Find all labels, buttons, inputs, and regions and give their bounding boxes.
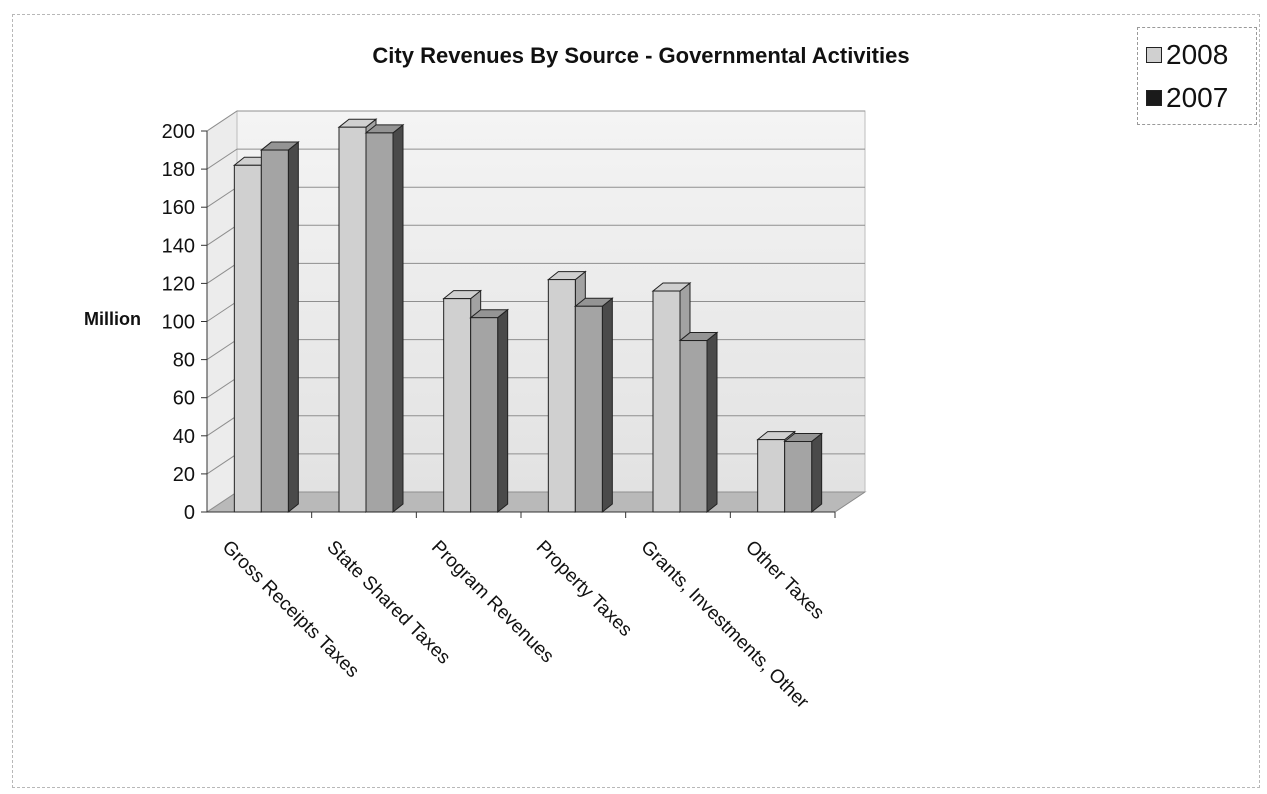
bar-2007-grants-investments-other (679, 340, 708, 513)
bar-2007-program-revenues (470, 317, 499, 513)
legend-swatch-2007 (1146, 90, 1162, 106)
y-tick-label: 40 (173, 426, 195, 448)
bar-2008-grants-investments-other (652, 290, 681, 513)
legend-swatch-2008 (1146, 47, 1162, 63)
bar-2007-other-taxes (784, 441, 813, 513)
y-tick-label: 180 (162, 159, 195, 181)
y-tick-label: 0 (184, 502, 195, 524)
y-tick-label: 120 (162, 273, 195, 295)
y-tick-label: 200 (162, 121, 195, 143)
bar-2008-program-revenues (443, 298, 472, 513)
y-tick-label: 80 (173, 350, 195, 372)
bar-2007-gross-receipts-taxes (260, 149, 289, 513)
x-tick-label: Grants, Investments, Other (636, 537, 813, 714)
x-tick-label: Other Taxes (741, 537, 828, 624)
bar-2008-other-taxes (757, 439, 786, 513)
bar-side-2007-program-revenues (497, 308, 509, 514)
bar-2008-state-shared-taxes (338, 126, 367, 513)
legend-label-2008: 2008 (1166, 39, 1229, 70)
y-tick-label: 160 (162, 197, 195, 219)
bar-side-2007-gross-receipts-taxes (287, 141, 299, 514)
bar-side-2007-other-taxes (811, 432, 823, 514)
y-axis-title: Million (84, 309, 141, 329)
gridline (206, 110, 865, 132)
bar-2007-state-shared-taxes (365, 132, 394, 513)
bar-side-2007-grants-investments-other (706, 331, 718, 514)
y-tick-label: 140 (162, 235, 195, 257)
gridline (206, 148, 865, 170)
bar-2008-property-taxes (547, 279, 576, 513)
y-tick-label: 20 (173, 464, 195, 486)
bar-side-2007-property-taxes (601, 297, 613, 514)
legend-item-2007: 2007 (1146, 78, 1228, 118)
y-tick-label: 100 (162, 312, 195, 334)
legend: 2008 2007 (1137, 27, 1257, 125)
chart-frame (12, 14, 1260, 788)
bar-side-2007-state-shared-taxes (392, 123, 404, 514)
legend-label-2007: 2007 (1166, 82, 1229, 113)
bar-2008-gross-receipts-taxes (233, 164, 262, 513)
chart-title: City Revenues By Source - Governmental A… (372, 43, 909, 68)
bar-2007-property-taxes (574, 305, 603, 513)
y-tick-label: 60 (173, 388, 195, 410)
x-tick-label: Property Taxes (532, 537, 636, 641)
legend-item-2008: 2008 (1146, 35, 1228, 75)
